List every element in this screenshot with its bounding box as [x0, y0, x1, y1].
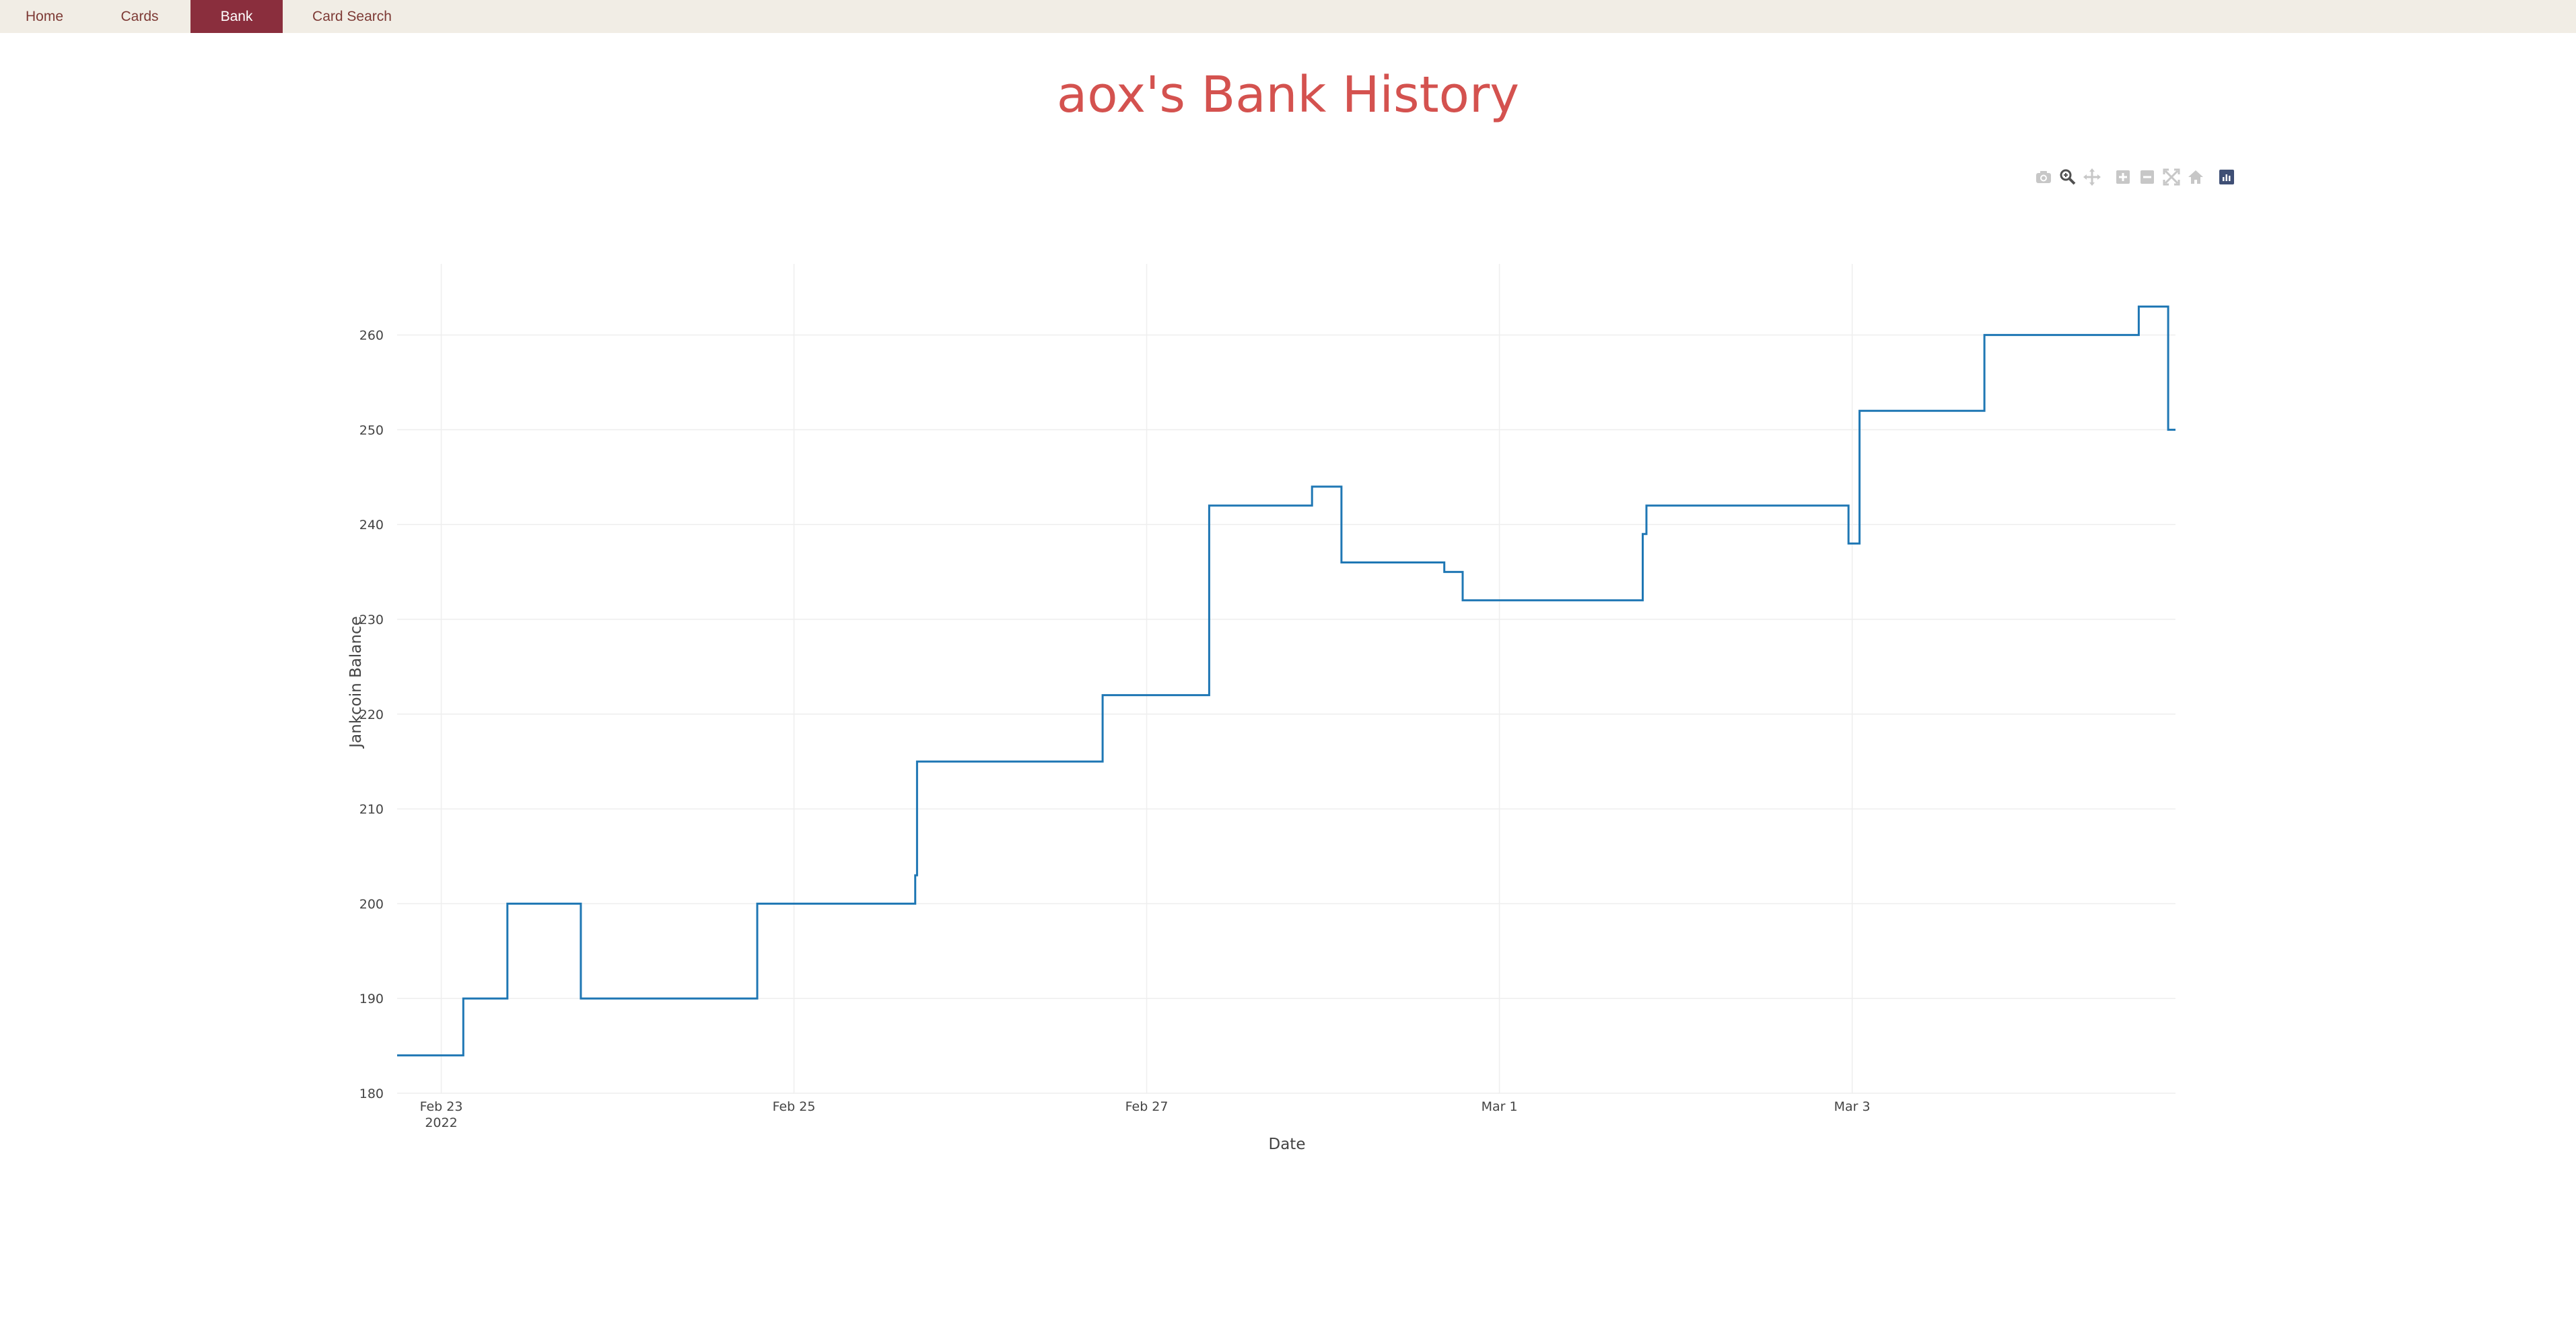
zoom-out-icon[interactable]	[2136, 167, 2158, 187]
balance-line[interactable]	[397, 305, 2175, 1057]
camera-icon[interactable]	[2033, 167, 2054, 187]
zoom-icon[interactable]	[2057, 167, 2079, 187]
y-tick-label: 250	[359, 423, 384, 438]
y-axis-ticks: 180 190 200 210 220 230 240 250 260	[359, 329, 384, 1101]
x-tick-label: Feb 25	[773, 1099, 816, 1114]
y-tick-label: 180	[359, 1087, 384, 1101]
nav-home[interactable]: Home	[25, 8, 64, 24]
zoom-in-icon[interactable]	[2112, 167, 2134, 187]
y-tick-label: 200	[359, 897, 384, 911]
x-axis-title: Date	[1269, 1136, 1306, 1153]
y-axis-title: Jankcoin Balance	[347, 616, 365, 749]
y-tick-label: 260	[359, 329, 384, 343]
plotly-logo-icon[interactable]	[2216, 167, 2237, 187]
chart-series	[397, 305, 2175, 1057]
reset-axes-icon[interactable]	[2185, 167, 2206, 187]
x-tick-label: Feb 23	[420, 1099, 463, 1114]
y-tick-label: 210	[359, 802, 384, 817]
x-tick-label: Feb 27	[1125, 1099, 1169, 1114]
y-tick-label: 240	[359, 518, 384, 532]
x-tick-label: Mar 3	[1834, 1099, 1871, 1114]
page-title: aox's Bank History	[1056, 66, 1520, 124]
nav-cards[interactable]: Cards	[120, 8, 159, 24]
autoscale-icon[interactable]	[2161, 167, 2182, 187]
chart-modebar	[2033, 167, 2240, 187]
top-navbar: Home Cards Bank Card Search	[0, 0, 2576, 33]
chart-gridlines	[397, 264, 2175, 1094]
pan-icon[interactable]	[2081, 167, 2103, 187]
x-tick-label: Mar 1	[1482, 1099, 1518, 1114]
x-tick-sublabel: 2022	[425, 1115, 457, 1130]
nav-bank[interactable]: Bank	[190, 0, 283, 33]
y-tick-label: 230	[359, 613, 384, 627]
y-tick-label: 190	[359, 992, 384, 1006]
y-tick-label: 220	[359, 708, 384, 722]
nav-card-search[interactable]: Card Search	[312, 8, 392, 24]
